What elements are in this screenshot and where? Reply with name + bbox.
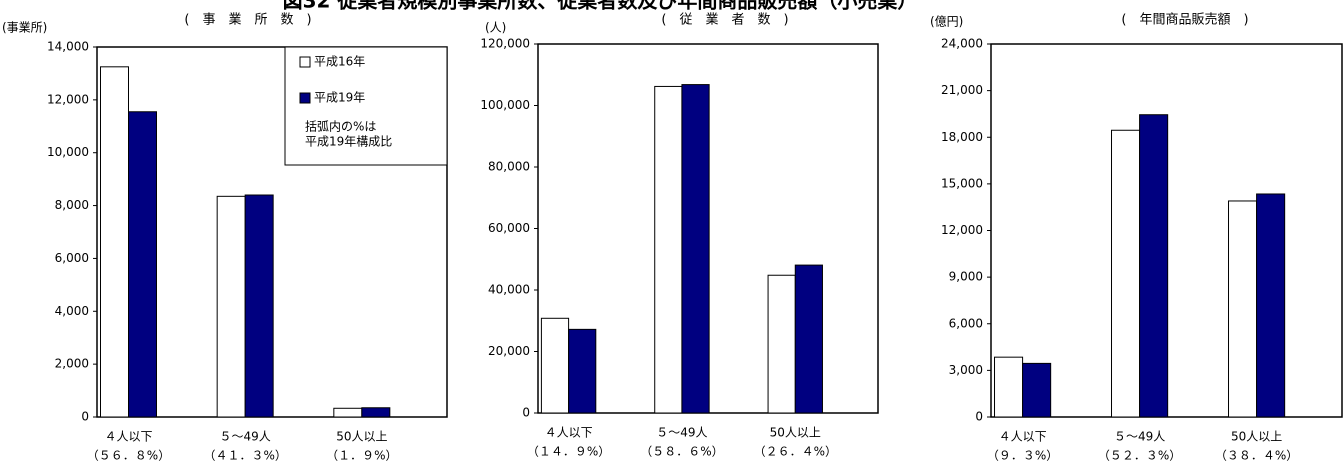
x-tick-share: （４１．３%）: [203, 449, 286, 463]
bar: [361, 407, 391, 418]
y-tick-label: 14,000: [47, 40, 89, 54]
y-tick-label: 0: [522, 406, 530, 420]
x-tick-label: ４人以下: [104, 430, 152, 444]
bar: [681, 84, 710, 414]
y-tick-label: 12,000: [47, 92, 89, 106]
legend-swatch: [299, 92, 311, 104]
x-tick-share: （５２．３%）: [1098, 449, 1181, 463]
x-tick-label: 50人以上: [770, 426, 821, 440]
y-tick-label: 2,000: [55, 357, 89, 371]
y-tick-label: 40,000: [488, 283, 530, 297]
bar: [1228, 200, 1258, 418]
legend-note: 括弧内の%は: [305, 119, 376, 134]
bar: [794, 264, 823, 414]
y-tick-label: 8,000: [55, 198, 89, 212]
y-axis-label: (事業所): [2, 21, 47, 35]
bar: [100, 66, 129, 418]
x-tick-share: （１．９%）: [326, 449, 397, 463]
y-tick-label: 4,000: [55, 304, 89, 318]
figure-title: 図32 従業者規模別事業所数、従業者数及び年間商品販売額（小売業）: [283, 0, 918, 13]
x-tick-label: 50人以上: [1231, 430, 1282, 444]
legend-box: [284, 46, 448, 166]
y-tick-label: 3,000: [949, 363, 983, 377]
x-tick-share: （５６．８%）: [87, 449, 170, 463]
bar: [767, 274, 796, 414]
y-tick-label: 0: [81, 410, 89, 424]
x-tick-label: ５～49人: [220, 430, 271, 444]
x-tick-share: （５８．６%）: [640, 445, 723, 459]
y-tick-label: 10,000: [47, 145, 89, 159]
y-tick-label: 20,000: [488, 344, 530, 358]
y-tick-label: 24,000: [941, 37, 983, 51]
x-tick-share: （１４．９%）: [527, 445, 610, 459]
bar: [1022, 362, 1052, 418]
chart-subtitle: ( 従 業 者 数 ): [661, 12, 788, 28]
bar: [216, 195, 246, 418]
y-tick-label: 80,000: [488, 160, 530, 174]
y-axis-label: (人): [485, 21, 506, 35]
y-tick-label: 0: [975, 410, 983, 424]
bar: [994, 356, 1024, 418]
y-tick-label: 15,000: [941, 176, 983, 190]
legend-swatch: [299, 56, 311, 68]
x-tick-share: （２６．４%）: [754, 445, 837, 459]
y-tick-label: 6,000: [949, 316, 983, 330]
y-axis-label: (億円): [930, 15, 963, 29]
bar: [1256, 193, 1286, 418]
legend-label: 平成16年: [314, 55, 365, 69]
x-tick-label: ４人以下: [999, 430, 1047, 444]
y-tick-label: 12,000: [941, 223, 983, 237]
bar: [244, 194, 274, 418]
bar: [128, 111, 157, 418]
y-tick-label: 21,000: [941, 83, 983, 97]
y-tick-label: 18,000: [941, 130, 983, 144]
x-tick-label: ５～49人: [656, 426, 707, 440]
legend-note: 平成19年構成比: [305, 135, 392, 149]
bar: [1139, 114, 1169, 418]
bar: [333, 407, 363, 418]
bar: [1111, 129, 1141, 418]
x-tick-share: （３８．４%）: [1215, 449, 1298, 463]
bar: [568, 328, 597, 414]
x-tick-label: ５～49人: [1114, 430, 1165, 444]
bar: [540, 317, 570, 414]
y-tick-label: 60,000: [488, 221, 530, 235]
chart-subtitle: ( 年間商品販売額 ): [1121, 12, 1248, 28]
y-tick-label: 6,000: [55, 251, 89, 265]
y-tick-label: 100,000: [480, 98, 530, 112]
chart-subtitle: ( 事 業 所 数 ): [184, 12, 311, 28]
y-tick-label: 120,000: [480, 37, 530, 51]
y-tick-label: 9,000: [949, 270, 983, 284]
x-tick-label: ４人以下: [545, 426, 593, 440]
bar: [654, 85, 683, 414]
legend-label: 平成19年: [314, 91, 365, 105]
x-tick-label: 50人以上: [336, 430, 387, 444]
x-tick-share: （９．３%）: [987, 449, 1058, 463]
